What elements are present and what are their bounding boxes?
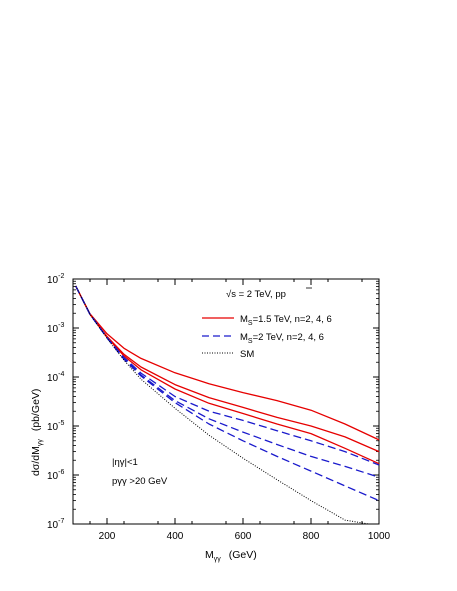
y-tick-label: 10-2 xyxy=(47,273,64,286)
y-tick-label: 10-6 xyxy=(47,469,64,482)
annotation-pt-cut: pγγ >20 GeV xyxy=(112,476,168,487)
y-tick-label: 10-3 xyxy=(47,322,64,335)
x-axis-title-main: M xyxy=(205,549,214,561)
legend-label-ms15: MS=1.5 TeV, n=2, 4, 6 xyxy=(240,314,332,327)
y-tick-label: 10-7 xyxy=(47,518,64,531)
x-axis-title-subscript: γγ xyxy=(214,556,222,563)
y-axis-title-main: dσ/dM xyxy=(30,446,42,476)
x-tick-label: 800 xyxy=(303,531,320,542)
x-tick-labels: 200 400 600 800 1000 xyxy=(99,531,391,542)
series-layer xyxy=(75,285,380,525)
y-tick-label: 10-5 xyxy=(47,420,64,433)
legend-label-sm: SM xyxy=(240,349,254,360)
legend-header: √s = 2 TeV, pp xyxy=(226,289,286,300)
y-axis-title-unit: (pb/GeV) xyxy=(30,389,42,432)
x-tick-label: 1000 xyxy=(368,531,391,542)
legend: √s = 2 TeV, pp MS=1.5 TeV, n=2, 4, 6 MS=… xyxy=(202,287,332,360)
annotation-eta-cut: |ηγ|<1 xyxy=(112,457,138,468)
y-axis-title-subscript: γγ xyxy=(37,439,44,447)
x-tick-label: 200 xyxy=(99,531,116,542)
x-tick-label: 400 xyxy=(167,531,184,542)
x-tick-label: 600 xyxy=(235,531,252,542)
y-axis-title: dσ/dMγγ (pb/GeV) xyxy=(30,389,44,476)
series-line-solid-0 xyxy=(75,285,380,441)
axis-ticks xyxy=(73,278,380,525)
y-tick-labels: 10-2 10-3 10-4 10-5 10-6 10-7 xyxy=(47,273,64,531)
series-line-dotted-6 xyxy=(75,285,369,525)
y-tick-label: 10-4 xyxy=(47,371,64,384)
x-axis-title: Mγγ (GeV) xyxy=(205,549,257,563)
legend-label-ms2: MS=2 TeV, n=2, 4, 6 xyxy=(240,332,324,345)
x-axis-title-unit: (GeV) xyxy=(229,549,257,561)
